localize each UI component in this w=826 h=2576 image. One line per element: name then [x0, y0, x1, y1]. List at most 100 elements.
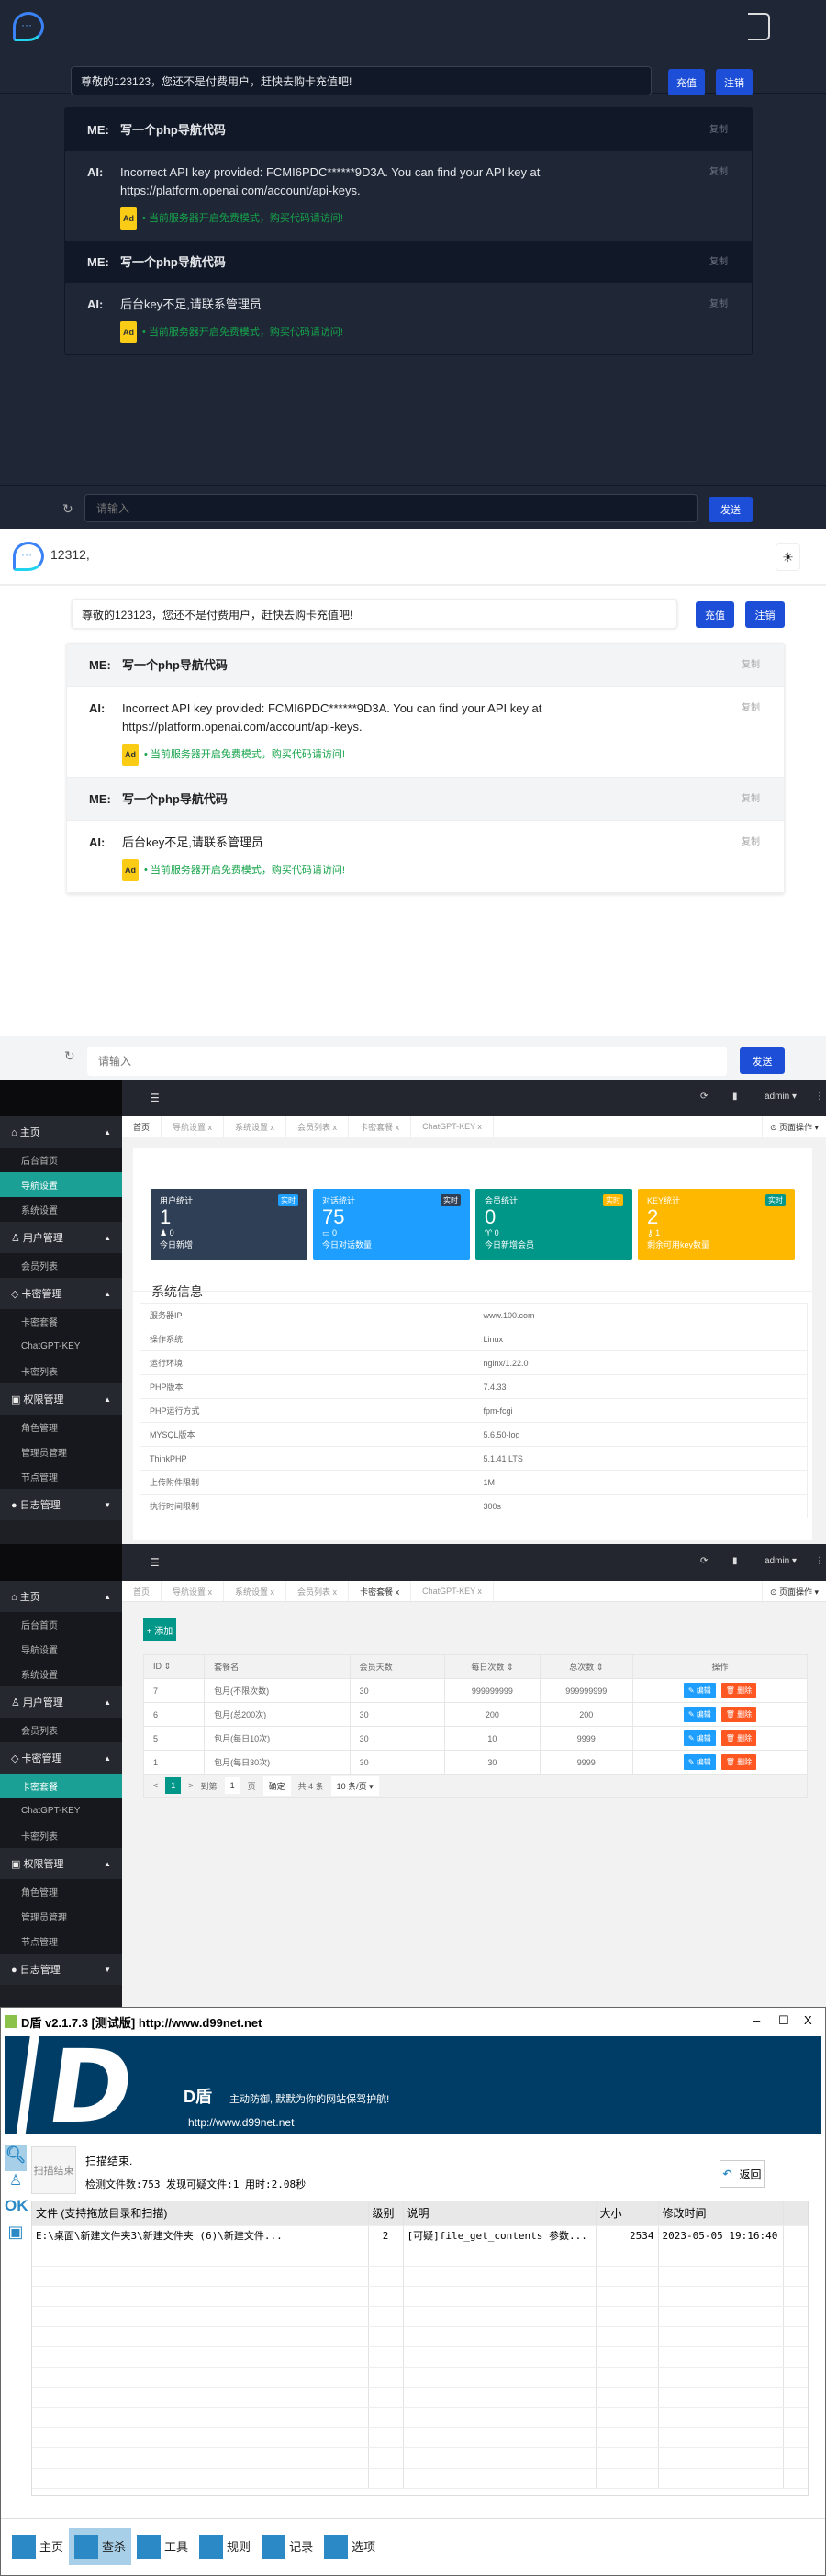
sidebar-item[interactable]: 节点管理: [0, 1464, 122, 1489]
send-button[interactable]: 发送: [709, 497, 753, 522]
more-icon[interactable]: ⋮: [815, 1092, 824, 1102]
sidebar-item[interactable]: 卡密列表: [0, 1359, 122, 1383]
toolbar-records-button[interactable]: 记录: [256, 2528, 318, 2565]
sidebar-group[interactable]: ♙ 用户管理 ▲: [0, 1686, 122, 1718]
sidebar-group[interactable]: ▣ 权限管理 ▲: [0, 1848, 122, 1879]
toolbar-search-button[interactable]: 查杀: [69, 2527, 132, 2565]
ad-text[interactable]: • 当前服务器开启免费模式，购买代码请访问!: [144, 749, 345, 760]
logout-button[interactable]: 注销: [745, 601, 785, 628]
next-page-button[interactable]: >: [188, 1781, 194, 1790]
table-row[interactable]: E:\桌面\新建文件夹3\新建文件夹 (6)\新建文件... 2 [可疑]file_…: [32, 2225, 808, 2246]
edit-button[interactable]: ✎ 编辑: [683, 1730, 716, 1746]
sidebar-group[interactable]: ◇ 卡密管理 ▲: [0, 1278, 122, 1309]
sidebar-item[interactable]: 角色管理: [0, 1879, 122, 1904]
sidebar-item[interactable]: 系统设置: [0, 1197, 122, 1222]
tab[interactable]: 卡密套餐 x: [349, 1581, 412, 1601]
more-icon[interactable]: ⋮: [815, 1556, 824, 1566]
confirm-button[interactable]: 确定: [262, 1775, 291, 1796]
sidebar-group[interactable]: ♙ 用户管理 ▲: [0, 1222, 122, 1253]
page-operations-menu[interactable]: ⊙ 页面操作 ▾: [761, 1116, 826, 1137]
sidebar-item[interactable]: 后台首页: [0, 1612, 122, 1637]
sidebar-group[interactable]: ▣ 权限管理 ▲: [0, 1383, 122, 1415]
delete-button[interactable]: 🗑 删除: [720, 1707, 757, 1722]
delete-button[interactable]: 🗑 删除: [720, 1730, 757, 1746]
sidebar-item[interactable]: ChatGPT-KEY: [0, 1798, 122, 1823]
trash-icon[interactable]: ▮: [732, 1556, 738, 1566]
sidebar-item[interactable]: 角色管理: [0, 1415, 122, 1439]
edit-button[interactable]: ✎ 编辑: [683, 1683, 716, 1698]
user-icon[interactable]: ♙: [8, 2173, 23, 2189]
tab[interactable]: 会员列表 x: [286, 1581, 350, 1601]
delete-button[interactable]: 🗑 删除: [720, 1754, 757, 1770]
sidebar-group[interactable]: ◇ 卡密管理 ▲: [0, 1742, 122, 1774]
column-header[interactable]: 总次数 ⇕: [539, 1654, 633, 1679]
recharge-button[interactable]: 充值: [696, 601, 734, 628]
sidebar-item[interactable]: 导航设置: [0, 1637, 122, 1662]
recharge-button[interactable]: 充值: [668, 69, 705, 95]
sidebar-item[interactable]: 管理员管理: [0, 1904, 122, 1929]
copy-button[interactable]: 复制: [742, 837, 760, 847]
window-icon[interactable]: ▣: [7, 2223, 24, 2241]
ad-line[interactable]: Ad • 当前服务器开启免费模式，购买代码请访问!: [120, 321, 343, 343]
send-button[interactable]: 发送: [740, 1047, 785, 1074]
copy-button[interactable]: 复制: [709, 167, 728, 177]
sidebar-item[interactable]: 卡密套餐: [0, 1309, 122, 1334]
column-header[interactable]: 文件 (支持拖放目录和扫描): [32, 2201, 369, 2226]
ad-line[interactable]: Ad • 当前服务器开启免费模式，购买代码请访问!: [122, 744, 729, 766]
tab[interactable]: 会员列表 x: [286, 1116, 350, 1137]
message-input[interactable]: [87, 1047, 727, 1076]
ad-line[interactable]: Ad • 当前服务器开启免费模式，购买代码请访问!: [122, 859, 345, 881]
page-operations-menu[interactable]: ⊙ 页面操作 ▾: [761, 1581, 826, 1601]
tab[interactable]: 卡密套餐 x: [349, 1116, 412, 1137]
add-button[interactable]: + 添加: [143, 1618, 176, 1641]
tab[interactable]: 系统设置 x: [224, 1581, 287, 1601]
ad-text[interactable]: • 当前服务器开启免费模式，购买代码请访问!: [142, 327, 343, 338]
copy-button[interactable]: 复制: [709, 125, 728, 135]
column-header[interactable]: 每日次数 ⇕: [444, 1654, 541, 1679]
scan-status-button[interactable]: 扫描结束: [31, 2146, 76, 2194]
sidebar-item[interactable]: 节点管理: [0, 1929, 122, 1954]
refresh-icon[interactable]: ⟳: [700, 1556, 709, 1566]
tab[interactable]: 系统设置 x: [224, 1116, 287, 1137]
ad-line[interactable]: Ad • 当前服务器开启免费模式，购买代码请访问!: [120, 207, 697, 230]
menu-toggle-icon[interactable]: ☰: [150, 1556, 160, 1569]
tab[interactable]: 导航设置 x: [162, 1581, 225, 1601]
tab[interactable]: ChatGPT-KEY x: [411, 1116, 494, 1137]
column-header[interactable]: 说明: [403, 2201, 597, 2226]
toolbar-options-button[interactable]: 选项: [318, 2528, 381, 2565]
prev-page-button[interactable]: <: [153, 1781, 159, 1790]
delete-button[interactable]: 🗑 删除: [720, 1683, 757, 1698]
tab[interactable]: ChatGPT-KEY x: [411, 1581, 494, 1601]
ad-text[interactable]: • 当前服务器开启免费模式，购买代码请访问!: [144, 865, 345, 876]
ad-text[interactable]: • 当前服务器开启免费模式，购买代码请访问!: [142, 213, 343, 224]
copy-button[interactable]: 复制: [742, 660, 760, 670]
copy-button[interactable]: 复制: [742, 703, 760, 713]
sidebar-item[interactable]: 会员列表: [0, 1718, 122, 1742]
user-menu[interactable]: admin ▾: [765, 1092, 798, 1102]
sidebar-item[interactable]: 会员列表: [0, 1253, 122, 1278]
sidebar-group[interactable]: ⌂ 主页 ▲: [0, 1581, 122, 1612]
copy-button[interactable]: 复制: [742, 794, 760, 804]
moon-icon[interactable]: [748, 13, 770, 40]
page-input[interactable]: 1: [224, 1777, 240, 1794]
back-button[interactable]: ↶ 返回: [720, 2160, 765, 2188]
maximize-button[interactable]: ☐: [778, 2013, 789, 2027]
message-input[interactable]: [84, 494, 698, 522]
toolbar-tools-button[interactable]: 工具: [131, 2528, 194, 2565]
menu-toggle-icon[interactable]: ☰: [150, 1092, 160, 1104]
column-header[interactable]: 级别: [368, 2201, 404, 2226]
copy-button[interactable]: 复制: [709, 257, 728, 267]
sun-icon[interactable]: ☀: [776, 543, 800, 571]
tab[interactable]: 导航设置 x: [162, 1116, 225, 1137]
scan-icon[interactable]: 🔍︎: [5, 2145, 27, 2171]
toolbar-rules-button[interactable]: 规则: [194, 2528, 256, 2565]
edit-button[interactable]: ✎ 编辑: [683, 1707, 716, 1722]
sidebar-item[interactable]: 管理员管理: [0, 1439, 122, 1464]
ok-icon[interactable]: OK: [5, 2197, 28, 2214]
trash-icon[interactable]: ▮: [732, 1092, 738, 1102]
toolbar-home-button[interactable]: 主页: [6, 2528, 69, 2565]
refresh-icon[interactable]: ⟳: [700, 1092, 709, 1102]
logout-button[interactable]: 注销: [716, 69, 753, 95]
sidebar-item[interactable]: 卡密列表: [0, 1823, 122, 1848]
refresh-icon[interactable]: ↻: [62, 501, 73, 516]
